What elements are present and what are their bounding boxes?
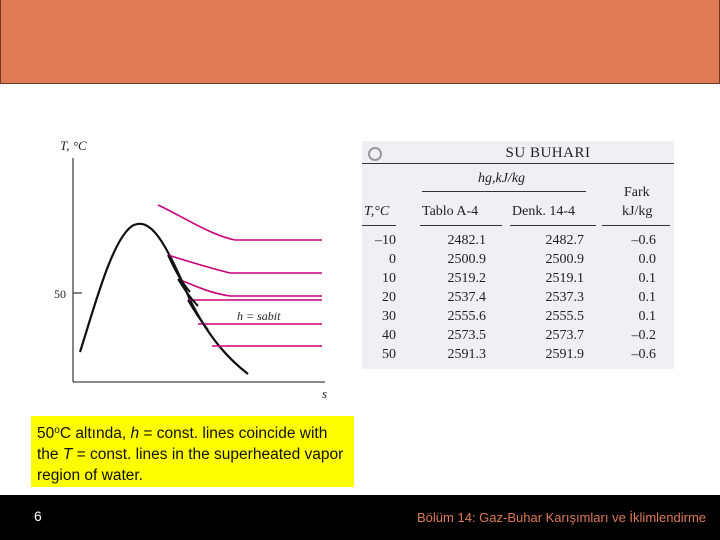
col-header-fark: Fark (624, 185, 650, 200)
caption-text: C altında, (59, 425, 131, 442)
table-cell: 0.1 (638, 309, 657, 324)
table-cell: 0.0 (638, 252, 657, 267)
col-header-t: T,°C (364, 204, 390, 219)
table-cell: 2500.9 (545, 252, 585, 267)
table-cell: 2591.3 (447, 347, 487, 362)
table-cell: 2482.1 (447, 233, 487, 248)
x-axis-label: s (322, 386, 327, 400)
h-segment-b (177, 278, 199, 307)
table-group-header: hg,kJ/kg (478, 171, 526, 186)
table-cell: 0.1 (638, 290, 657, 305)
table-row: 30 2555.6 2555.5 0.1 (362, 309, 674, 325)
caption-text: = const. lines coincide with the (37, 425, 328, 463)
table-cell: 2519.2 (447, 271, 487, 286)
table-cell: 2573.7 (545, 328, 585, 343)
caption-t: T (62, 446, 73, 463)
h-segment-a (167, 254, 191, 293)
table-cell: 10 (382, 271, 396, 286)
divider (602, 225, 670, 226)
divider (422, 191, 586, 192)
table-cell: 30 (382, 309, 396, 324)
table-grip-icon (368, 147, 382, 161)
header-bar (0, 0, 720, 84)
table-cell: 50 (382, 347, 396, 362)
ts-diagram: T, °C s 50 h = sabit (54, 138, 327, 400)
h-line-3 (177, 278, 322, 297)
h-line-2 (167, 254, 322, 274)
divider (362, 163, 674, 164)
divider (420, 225, 502, 226)
h-line-1 (157, 204, 322, 241)
chapter-title: Bölüm 14: Gaz-Buhar Karışımları ve İklim… (417, 510, 706, 525)
y-axis-label: T, °C (60, 138, 87, 153)
table-cell: 2537.3 (545, 290, 585, 305)
table-cell: 2500.9 (447, 252, 487, 267)
caption-h: h (130, 425, 140, 442)
table-cell: 20 (382, 290, 396, 305)
divider (510, 225, 596, 226)
table-row: –10 2482.1 2482.7 –0.6 (362, 233, 674, 249)
page-number: 6 (34, 508, 42, 524)
saturation-dome (78, 222, 249, 375)
table-row: 20 2537.4 2537.3 0.1 (362, 290, 674, 306)
table-cell: –0.2 (631, 328, 657, 343)
table-cell: –0.6 (631, 233, 657, 248)
y-tick-label: 50 (54, 287, 66, 301)
table-cell: 2591.9 (545, 347, 585, 362)
table-row: 40 2573.5 2573.7 –0.2 (362, 328, 674, 344)
footer-left: 6 (0, 495, 360, 540)
table-row: 10 2519.2 2519.1 0.1 (362, 271, 674, 287)
divider (362, 225, 396, 226)
footer-right: Bölüm 14: Gaz-Buhar Karışımları ve İklim… (360, 495, 720, 540)
table-cell: –0.6 (631, 347, 657, 362)
table-cell: 0.1 (638, 271, 657, 286)
h-sabit-label: h = sabit (237, 309, 281, 323)
table-cell: 2519.1 (545, 271, 585, 286)
table-title: SU BUHARI (505, 145, 591, 161)
table-cell: 2482.7 (545, 233, 585, 248)
table-cell: 2537.4 (447, 290, 487, 305)
caption-box: 50oC altında, h = const. lines coincide … (31, 416, 354, 487)
col-header-denk: Denk. 14-4 (512, 204, 575, 219)
table-cell: 40 (382, 328, 396, 343)
table-cell: 2573.5 (447, 328, 487, 343)
table-cell: 2555.6 (447, 309, 487, 324)
table-row: 0 2500.9 2500.9 0.0 (362, 252, 674, 268)
h-segment-c (187, 299, 209, 331)
col-header-tablo: Tablo A-4 (422, 204, 479, 219)
col-header-unit: kJ/kg (622, 204, 653, 219)
caption-text: = const. lines in the superheated vapor … (37, 446, 344, 484)
table-cell: 0 (389, 252, 396, 267)
comparison-table: SU BUHARI hg,kJ/kg Fark T,°C Tablo A-4 D… (362, 141, 674, 369)
table-row: 50 2591.3 2591.9 –0.6 (362, 347, 674, 363)
caption-text: 50 (37, 425, 55, 442)
table-cell: 2555.5 (545, 309, 585, 324)
table-cell: –10 (375, 233, 396, 248)
caption-degree: o (54, 425, 60, 436)
